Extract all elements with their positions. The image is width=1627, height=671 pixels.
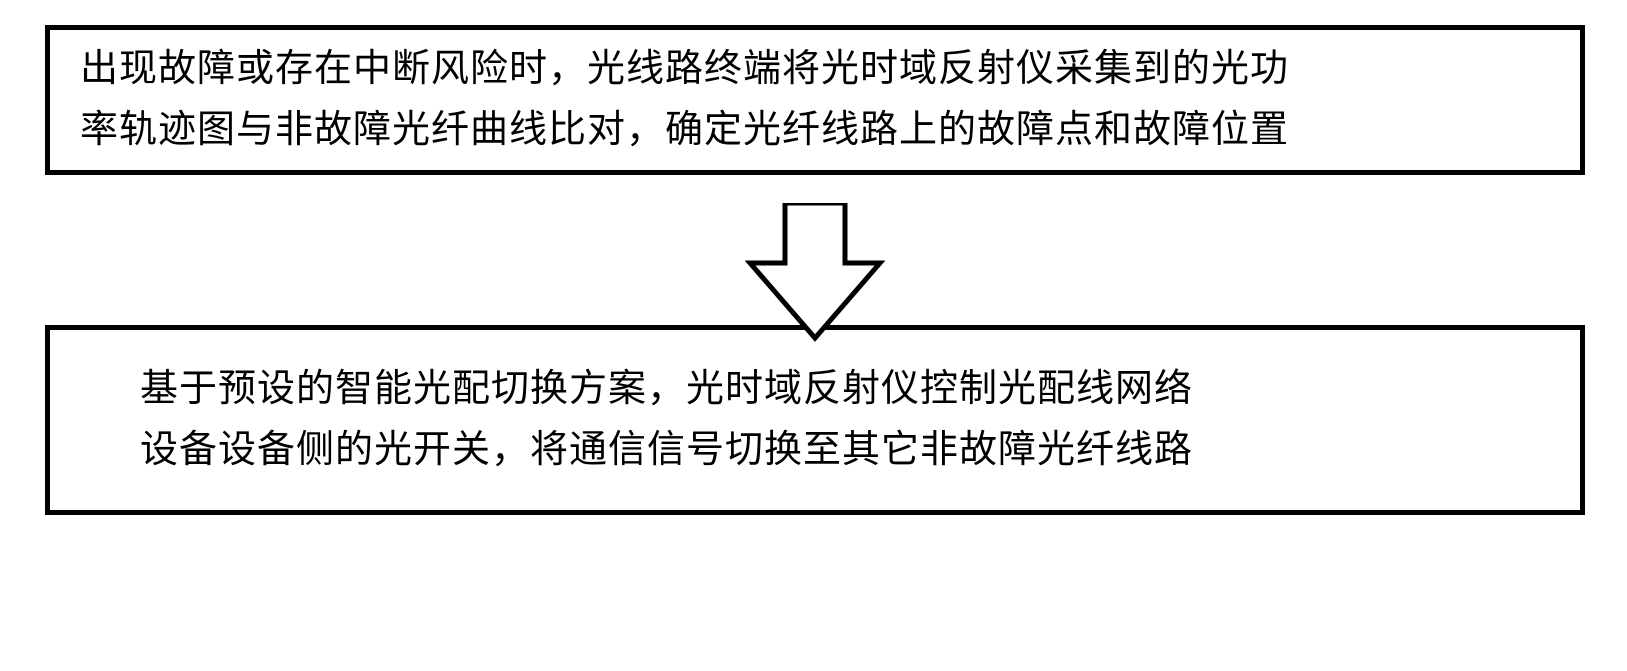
step-1-line-2: 率轨迹图与非故障光纤曲线比对，确定光纤线路上的故障点和故障位置 [80,100,1289,161]
flowchart-step-1: 出现故障或存在中断风险时，光线路终端将光时域反射仪采集到的光功 率轨迹图与非故障… [45,25,1585,175]
block-arrow-down-icon [745,203,885,343]
step-2-line-2: 设备设备侧的光开关，将通信信号切换至其它非故障光纤线路 [80,420,1193,481]
step-2-line-1: 基于预设的智能光配切换方案，光时域反射仪控制光配线网络 [80,359,1193,420]
flow-arrow [745,203,885,343]
flowchart-container: 出现故障或存在中断风险时，光线路终端将光时域反射仪采集到的光功 率轨迹图与非故障… [45,25,1585,515]
step-1-line-1: 出现故障或存在中断风险时，光线路终端将光时域反射仪采集到的光功 [80,39,1289,100]
flowchart-step-2: 基于预设的智能光配切换方案，光时域反射仪控制光配线网络 设备设备侧的光开关，将通… [45,325,1585,515]
